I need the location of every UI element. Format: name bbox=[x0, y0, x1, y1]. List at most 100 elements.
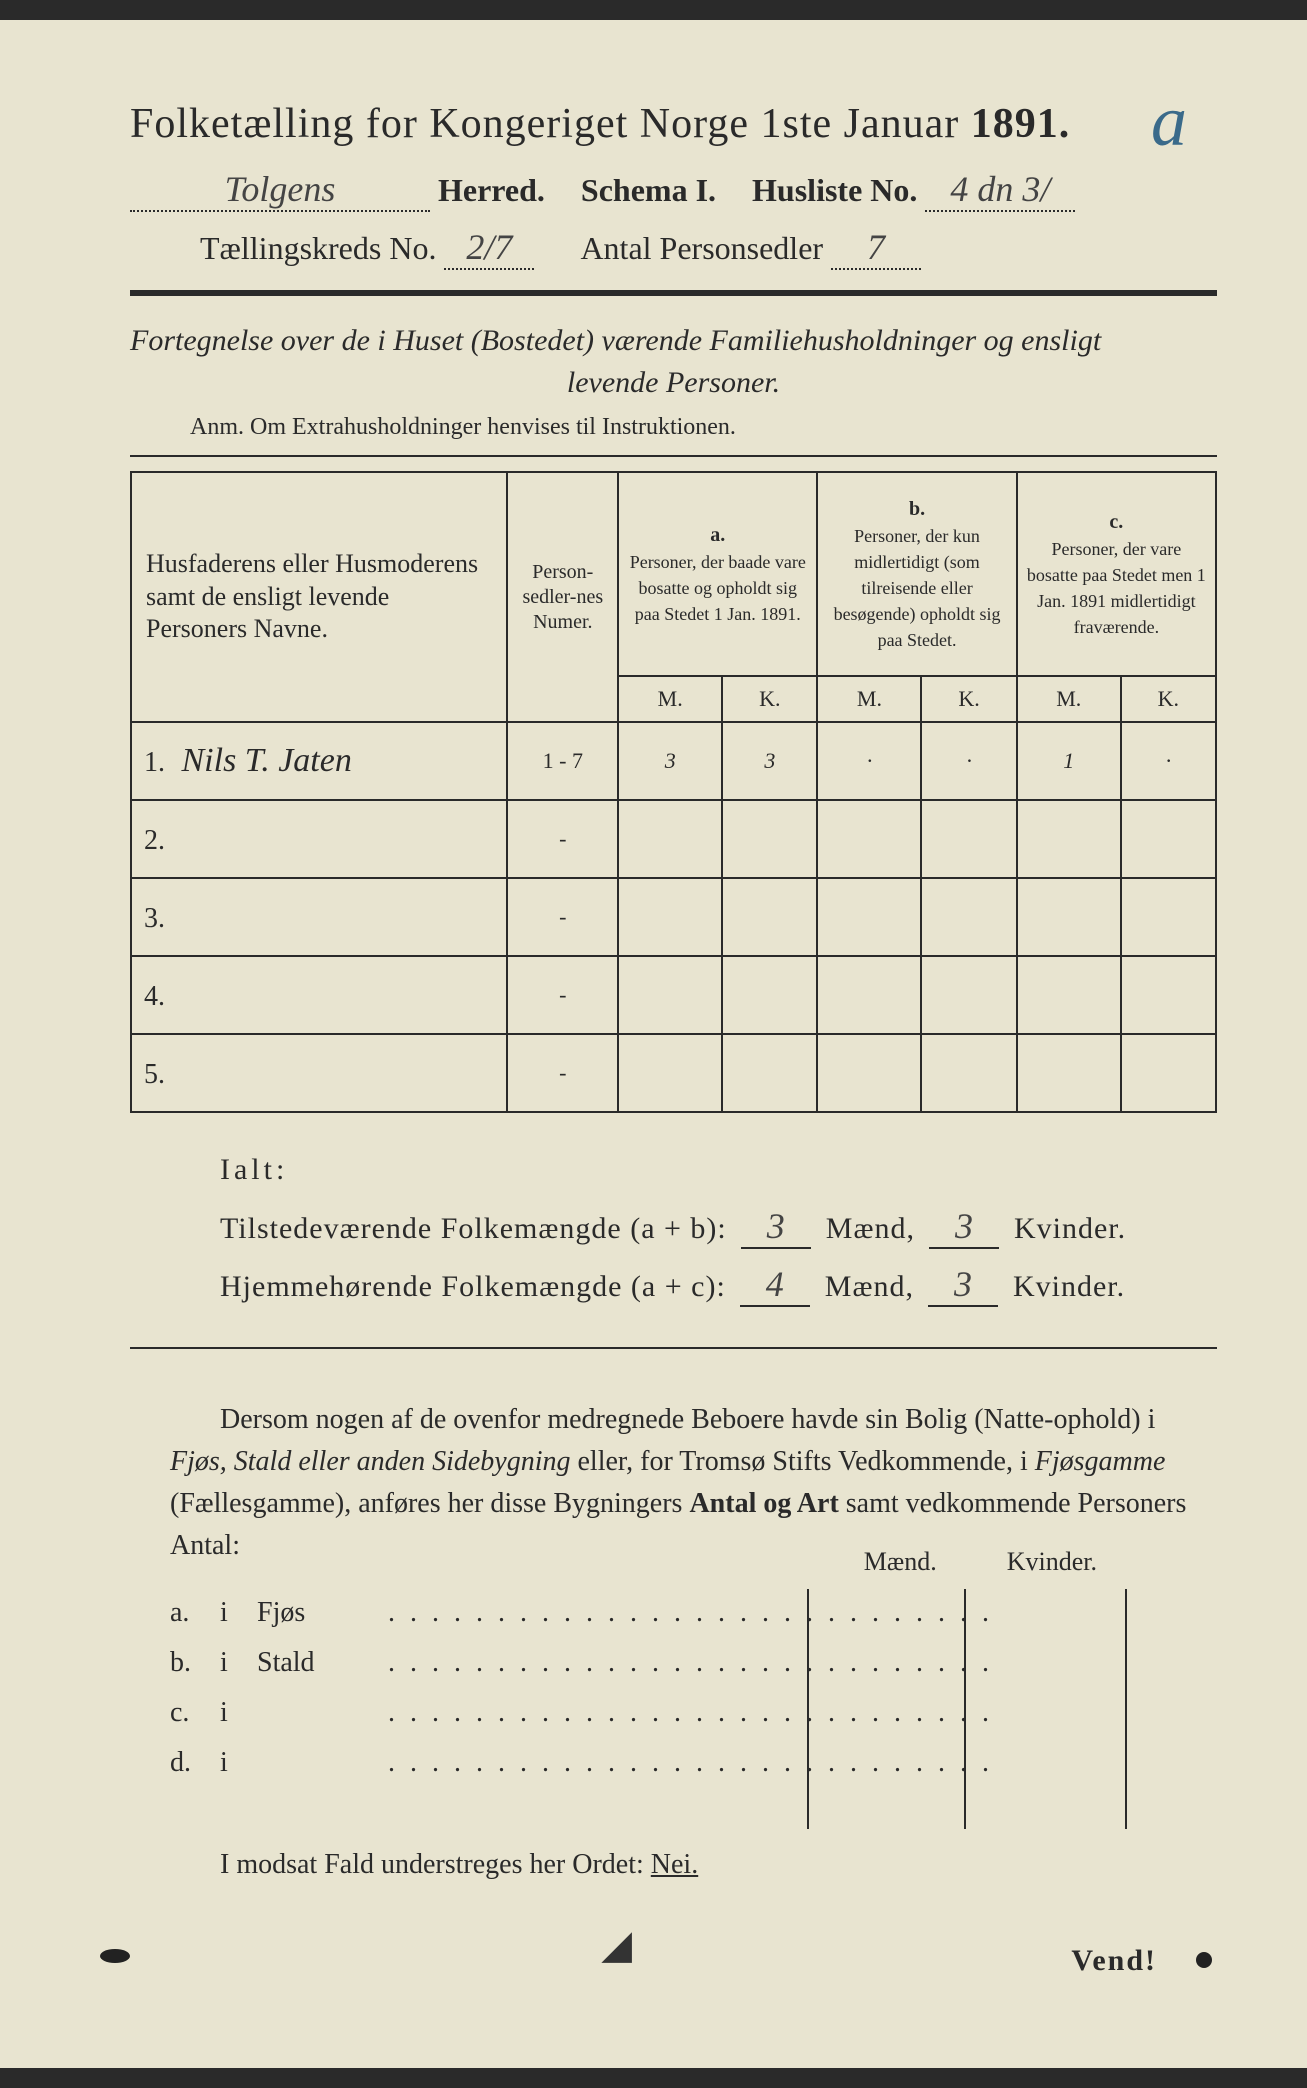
table-row: 3. - bbox=[131, 878, 1216, 956]
tot2-label: Hjemmehørende Folkemængde (a + c): bbox=[220, 1270, 726, 1303]
totals-line-2: Hjemmehørende Folkemængde (a + c): 4 Mæn… bbox=[220, 1263, 1217, 1307]
rule-1 bbox=[130, 290, 1217, 296]
building-block: Mænd. Kvinder. a.i Fjøs . . . . . . . . … bbox=[170, 1597, 1217, 1779]
row-num: - bbox=[507, 800, 618, 878]
row-aM bbox=[618, 800, 722, 878]
col-a-text: Personer, der baade vare bosatte og opho… bbox=[630, 552, 806, 624]
rule-2 bbox=[130, 455, 1217, 457]
a-m: M. bbox=[618, 676, 722, 722]
anm-note: Anm. Om Extrahusholdninger henvises til … bbox=[190, 414, 1217, 441]
c-k: K. bbox=[1121, 676, 1216, 722]
tot2-m: 4 bbox=[740, 1263, 810, 1307]
col-name-text: Husfaderens eller Husmoderens samt de en… bbox=[146, 548, 492, 646]
row-name: 4. bbox=[131, 956, 507, 1034]
a-k: K. bbox=[722, 676, 817, 722]
row-cM bbox=[1017, 878, 1121, 956]
col-c-label: c. bbox=[1026, 510, 1207, 535]
table-row: 4. - bbox=[131, 956, 1216, 1034]
col-c-text: Personer, der vare bosatte paa Stedet me… bbox=[1027, 539, 1206, 637]
row-bK bbox=[921, 800, 1016, 878]
row-name: 1. Nils T. Jaten bbox=[131, 722, 507, 800]
row-aM bbox=[618, 878, 722, 956]
subtitle: Fortegnelse over de i Huset (Bostedet) v… bbox=[130, 320, 1217, 404]
title-year: 1891. bbox=[971, 101, 1071, 147]
paper-tear-icon: ◢ bbox=[601, 1921, 632, 1968]
row-cK bbox=[1121, 1034, 1216, 1112]
header-row-2: Tællingskreds No. 2/7 Antal Personsedler… bbox=[200, 226, 1217, 270]
table-row: 5. - bbox=[131, 1034, 1216, 1112]
row-num: - bbox=[507, 956, 618, 1034]
row-aM bbox=[618, 956, 722, 1034]
col-b-text: Personer, der kun midlertidigt (som tilr… bbox=[834, 526, 1001, 650]
census-form-page: a Folketælling for Kongeriget Norge 1ste… bbox=[0, 20, 1307, 2068]
col-num-text: Person-sedler-nes Numer. bbox=[516, 560, 609, 635]
row-bM bbox=[817, 956, 921, 1034]
row-aM bbox=[618, 1034, 722, 1112]
vend-label: Vend! bbox=[1071, 1944, 1157, 1978]
row-aK bbox=[722, 800, 817, 878]
subtitle-2: levende Personer. bbox=[130, 362, 1217, 404]
row-aK bbox=[722, 878, 817, 956]
antal-label: Antal Personsedler bbox=[580, 230, 823, 267]
footer-text: I modsat Fald understreges her Ordet: bbox=[220, 1849, 644, 1880]
col-b-header: b. Personer, der kun midlertidigt (som t… bbox=[817, 472, 1016, 676]
row-cK bbox=[1121, 800, 1216, 878]
tot1-label: Tilstedeværende Folkemængde (a + b): bbox=[220, 1212, 727, 1245]
building-grid bbox=[807, 1589, 1127, 1829]
row-cM bbox=[1017, 800, 1121, 878]
tot1-maend: Mænd, bbox=[826, 1212, 915, 1245]
tot2-maend: Mænd, bbox=[825, 1270, 914, 1303]
row-cK bbox=[1121, 956, 1216, 1034]
row-bM bbox=[817, 800, 921, 878]
row-bK: · bbox=[921, 722, 1016, 800]
row-name: 3. bbox=[131, 878, 507, 956]
row-cK bbox=[1121, 878, 1216, 956]
col-b-label: b. bbox=[826, 497, 1007, 522]
b-m: M. bbox=[817, 676, 921, 722]
row-num: - bbox=[507, 1034, 618, 1112]
antal-value: 7 bbox=[831, 226, 921, 270]
row-cM bbox=[1017, 956, 1121, 1034]
herred-label: Herred. bbox=[438, 172, 545, 209]
header-row-1: Tolgens Herred. Schema I. Husliste No. 4… bbox=[130, 168, 1217, 212]
kreds-label: Tællingskreds No. bbox=[200, 230, 436, 267]
bdg-maend: Mænd. bbox=[834, 1547, 967, 1581]
husliste-value: 4 dn 3/ bbox=[925, 168, 1075, 212]
corner-annotation: a bbox=[1151, 80, 1187, 163]
row-bK bbox=[921, 956, 1016, 1034]
row-bM bbox=[817, 1034, 921, 1112]
bdg-kvinder: Kvinder. bbox=[977, 1547, 1127, 1581]
row-bK bbox=[921, 878, 1016, 956]
row-cM bbox=[1017, 1034, 1121, 1112]
row-num: 1 - 7 bbox=[507, 722, 618, 800]
row-aK bbox=[722, 1034, 817, 1112]
row-aM: 3 bbox=[618, 722, 722, 800]
row-bM bbox=[817, 878, 921, 956]
husliste-label: Husliste No. bbox=[752, 172, 917, 209]
title-prefix: Folketælling for Kongeriget Norge 1ste J… bbox=[130, 101, 959, 147]
row-bK bbox=[921, 1034, 1016, 1112]
col-a-label: a. bbox=[627, 523, 808, 548]
col-num-header: Person-sedler-nes Numer. bbox=[507, 472, 618, 722]
tot2-kvinder: Kvinder. bbox=[1013, 1270, 1125, 1303]
totals-line-1: Tilstedeværende Folkemængde (a + b): 3 M… bbox=[220, 1205, 1217, 1249]
footer-line: I modsat Fald understreges her Ordet: Ne… bbox=[220, 1849, 1217, 1881]
subtitle-1: Fortegnelse over de i Huset (Bostedet) v… bbox=[130, 324, 1101, 357]
row-cK: · bbox=[1121, 722, 1216, 800]
building-paragraph: Dersom nogen af de ovenfor medregnede Be… bbox=[170, 1399, 1217, 1567]
table-row: 1. Nils T. Jaten1 - 733··1· bbox=[131, 722, 1216, 800]
ialt-label: Ialt: bbox=[220, 1153, 1217, 1187]
tot1-kvinder: Kvinder. bbox=[1014, 1212, 1126, 1245]
ink-spot-right bbox=[1196, 1952, 1212, 1968]
footer-nei: Nei. bbox=[651, 1849, 698, 1880]
col-c-header: c. Personer, der vare bosatte paa Stedet… bbox=[1017, 472, 1216, 676]
table-row: 2. - bbox=[131, 800, 1216, 878]
ink-spot-left bbox=[100, 1949, 130, 1963]
row-num: - bbox=[507, 878, 618, 956]
col-a-header: a. Personer, der baade vare bosatte og o… bbox=[618, 472, 817, 676]
schema-label: Schema I. bbox=[581, 172, 716, 209]
rule-3 bbox=[130, 1347, 1217, 1349]
tot1-m: 3 bbox=[741, 1205, 811, 1249]
tot2-k: 3 bbox=[928, 1263, 998, 1307]
c-m: M. bbox=[1017, 676, 1121, 722]
